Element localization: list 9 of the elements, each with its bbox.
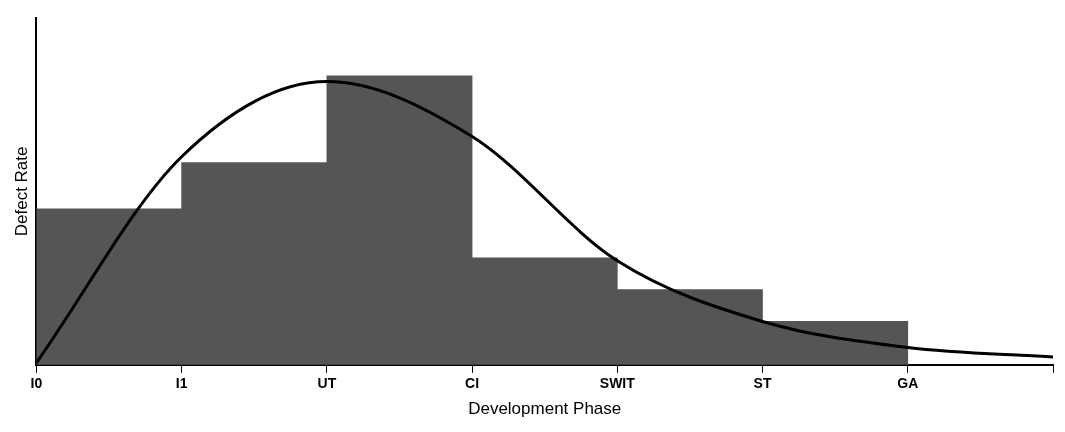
x-tick-label: ST xyxy=(753,375,772,392)
x-tick-label: I0 xyxy=(30,375,43,392)
y-axis-title: Defect Rate xyxy=(11,146,31,237)
x-tick-label: CI xyxy=(465,375,480,392)
x-tick-label: I1 xyxy=(175,375,188,392)
x-axis-title: Development Phase xyxy=(468,399,622,419)
x-tick-label: UT xyxy=(317,375,337,392)
x-tick-label: SWIT xyxy=(599,375,636,392)
x-tick-label: GA xyxy=(897,375,919,392)
